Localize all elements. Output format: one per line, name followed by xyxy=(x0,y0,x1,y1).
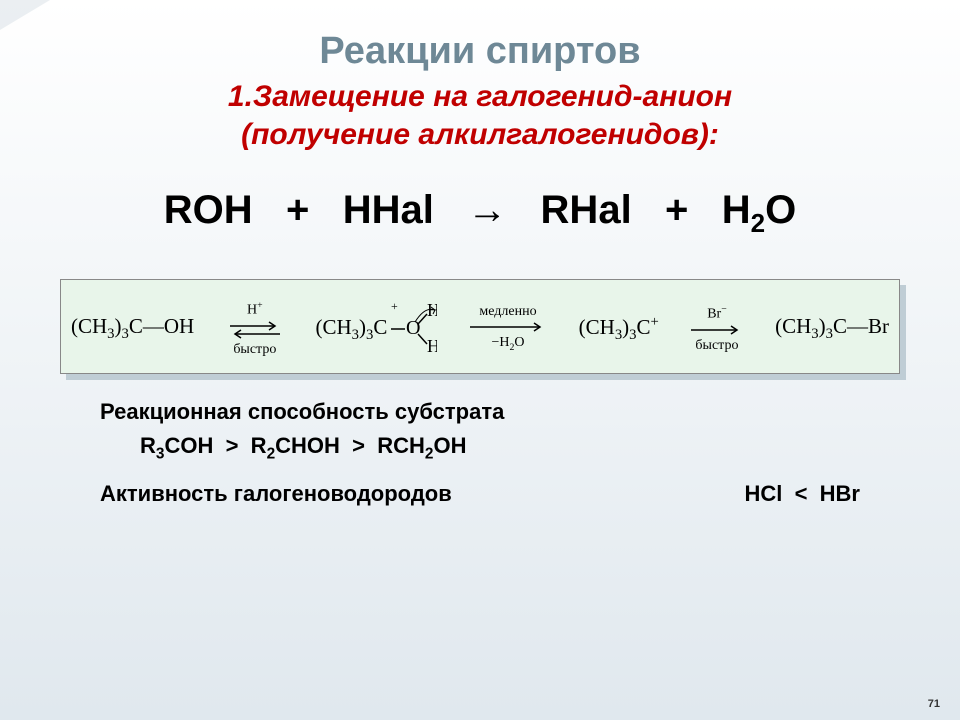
sp2-sub1: 3 xyxy=(352,327,359,343)
halide-activity-order: HCl < HBr xyxy=(744,481,860,507)
eq-plus-1: + xyxy=(286,188,309,232)
oxon-h2: H xyxy=(427,336,437,356)
reactivity-order: R3COH > R2CHOH > RCH2OH xyxy=(140,433,860,463)
forward-arrow-icon-2 xyxy=(689,324,744,336)
eq-h2o-o: O xyxy=(765,188,796,232)
arrow-2: медленно −H2O xyxy=(466,304,550,354)
sp2-b: ) xyxy=(359,315,366,339)
arr1-bot: быстро xyxy=(225,342,285,357)
slide-subtitle: 1.Замещение на галогенид-анион (получени… xyxy=(40,78,920,153)
halide-activity-label: Активность галогеноводородов xyxy=(100,481,452,507)
r2-choh: CHOH xyxy=(275,433,340,458)
lt: < xyxy=(795,481,808,506)
gt-2: > xyxy=(352,433,365,458)
sp3-sup: + xyxy=(651,314,659,330)
eq-h2o-h: H xyxy=(722,188,751,232)
arrow-3: Br− быстро xyxy=(687,305,746,353)
reactivity-substrate-label: Реакционная способность субстрата xyxy=(100,399,860,425)
subtitle-line-1: 1.Замещение на галогенид-анион xyxy=(228,80,732,113)
footer-block: Реакционная способность субстрата R3COH … xyxy=(40,399,920,507)
species-4: (CH3)3C—Br xyxy=(775,314,889,343)
sp2-a: (CH xyxy=(315,315,351,339)
sp3-sub2: 3 xyxy=(629,327,636,343)
sp4-c: C—Br xyxy=(833,314,889,338)
mechanism-diagram: (CH3)3C—OH H+ быстро (CH3)3C + xyxy=(60,279,900,374)
sp4-a: (CH xyxy=(775,314,811,338)
arr2-bot-a: −H xyxy=(491,335,509,350)
eq-rhal: RHal xyxy=(541,188,632,232)
slide-title: Реакции спиртов xyxy=(40,30,920,73)
hcl: HCl xyxy=(744,481,782,506)
rch: RCH xyxy=(377,433,425,458)
r3: R xyxy=(140,433,156,458)
page-number: 71 xyxy=(928,698,940,710)
r2: R xyxy=(251,433,267,458)
sp1-sub1: 3 xyxy=(107,327,114,343)
forward-arrow-icon xyxy=(468,321,548,333)
oxon-charge: + xyxy=(391,300,398,313)
oxonium-icon: + O H H xyxy=(387,300,437,358)
subtitle-line-2: (получение алкилгалогенидов): xyxy=(241,118,719,151)
sp1-b: ) xyxy=(115,314,122,338)
species-2: (CH3)3C + O H H xyxy=(315,300,437,358)
rch-oh: OH xyxy=(433,433,466,458)
sp4-b: ) xyxy=(819,314,826,338)
arrow-1: H+ быстро xyxy=(223,301,287,357)
gt-1: > xyxy=(226,433,239,458)
oxonium-group: + O H H xyxy=(387,300,437,358)
arr3-top: Br xyxy=(707,306,721,321)
species-1: (CH3)3C—OH xyxy=(71,314,194,343)
eq-hhal: HHal xyxy=(343,188,434,232)
arr1-top: H xyxy=(247,302,257,317)
species-3: (CH3)3C+ xyxy=(579,314,659,344)
arr3-top-sup: − xyxy=(721,304,727,315)
arr2-top: медленно xyxy=(468,304,548,319)
r2-sub: 2 xyxy=(267,445,276,462)
eq-roh: ROH xyxy=(164,188,253,232)
sp3-a: (CH xyxy=(579,315,615,339)
sp2-c: C xyxy=(373,315,387,339)
oxon-o: O xyxy=(406,317,420,339)
equilibrium-arrow-icon xyxy=(225,320,285,340)
main-equation: ROH + HHal → RHal + H2O xyxy=(40,188,920,239)
eq-h2o-2: 2 xyxy=(751,208,765,238)
arr2-bot-b: O xyxy=(514,335,524,350)
sp1-a: (CH xyxy=(71,314,107,338)
sp4-sub2: 3 xyxy=(826,327,833,343)
sp4-sub1: 3 xyxy=(811,327,818,343)
sp1-sub2: 3 xyxy=(122,327,129,343)
eq-arrow: → xyxy=(467,188,507,232)
arr3-bot: быстро xyxy=(689,338,744,353)
eq-plus-2: + xyxy=(665,188,688,232)
arr1-top-sup: + xyxy=(257,300,263,311)
sp3-c: C xyxy=(637,315,651,339)
r3-coh: COH xyxy=(164,433,213,458)
hbr: HBr xyxy=(820,481,860,506)
sp1-c: C—OH xyxy=(129,314,194,338)
